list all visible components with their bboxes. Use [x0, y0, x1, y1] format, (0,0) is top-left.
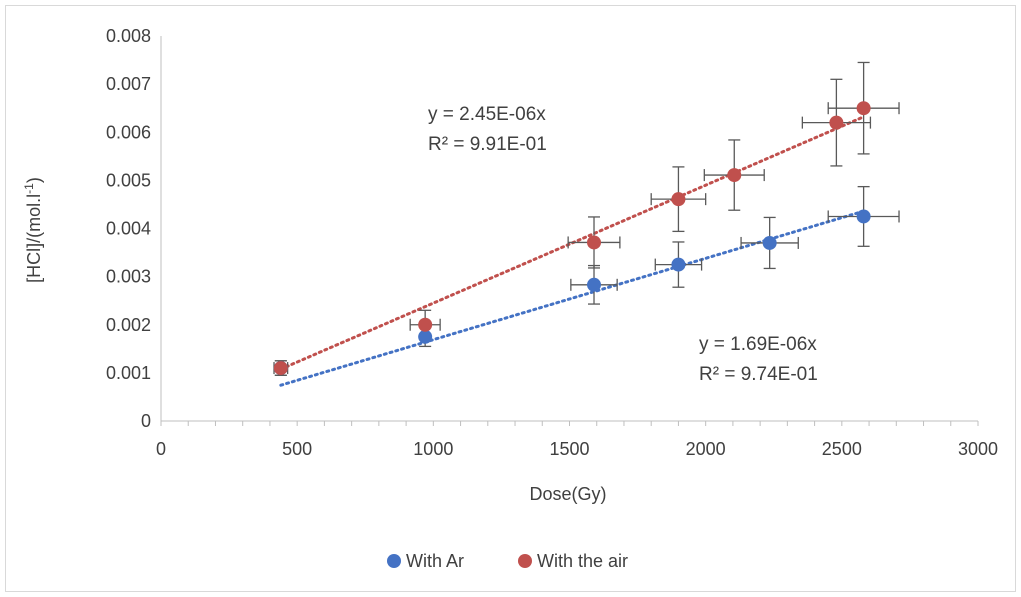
legend-marker-air — [518, 554, 532, 568]
x-tick-label: 3000 — [958, 439, 998, 459]
r-squared-air: R² = 9.91E-01 — [428, 134, 547, 155]
y-tick-label: 0.002 — [106, 315, 151, 335]
data-point-ar — [856, 209, 871, 224]
x-tick-label: 500 — [282, 439, 312, 459]
legend: With Ar With the air — [387, 551, 628, 571]
x-tick-label: 0 — [156, 439, 166, 459]
equation-ar: y = 1.69E-06x — [699, 334, 817, 355]
data-point-ar — [762, 235, 777, 250]
y-axis-title-end: ) — [24, 177, 44, 183]
equation-air: y = 2.45E-06x — [428, 104, 546, 125]
data-point-air — [727, 168, 742, 183]
data-point-ar — [587, 277, 602, 292]
y-axis-title-main: [HCl]/(mol.l — [24, 194, 44, 283]
data-point-air — [587, 235, 602, 250]
data-point-air — [418, 317, 433, 332]
x-tick-label: 2500 — [822, 439, 862, 459]
x-tick-label: 1500 — [549, 439, 589, 459]
r-squared-ar: R² = 9.74E-01 — [699, 364, 818, 385]
y-tick-label: 0.004 — [106, 219, 151, 239]
data-point-ar — [671, 257, 686, 272]
x-axis-tick-labels: 0 500 1000 1500 2000 2500 3000 — [156, 439, 998, 459]
y-tick-label: 0 — [141, 411, 151, 431]
y-tick-label: 0.006 — [106, 122, 151, 142]
y-axis-title: [HCl]/(mol.l-1) — [22, 177, 44, 283]
y-tick-label: 0.003 — [106, 267, 151, 287]
legend-label-air: With the air — [537, 551, 628, 571]
legend-marker-ar — [387, 554, 401, 568]
x-tick-label: 1000 — [413, 439, 453, 459]
x-tick-label: 2000 — [686, 439, 726, 459]
x-axis-title: Dose(Gy) — [529, 484, 606, 504]
y-tick-label: 0.001 — [106, 363, 151, 383]
data-points — [273, 101, 871, 376]
axes — [160, 36, 979, 426]
y-axis-tick-labels: 0 0.001 0.002 0.003 0.004 0.005 0.006 0.007 0.00… — [106, 26, 151, 431]
y-tick-label: 0.008 — [106, 26, 151, 46]
chart-border — [5, 5, 1016, 592]
y-axis-title-superscript: -1 — [22, 183, 36, 194]
y-tick-label: 0.005 — [106, 170, 151, 190]
legend-label-ar: With Ar — [406, 551, 464, 571]
data-point-air — [856, 101, 871, 116]
y-tick-label: 0.007 — [106, 74, 151, 94]
data-point-air — [671, 192, 686, 207]
data-point-ar — [418, 329, 433, 344]
data-point-air — [829, 115, 844, 130]
data-point-air — [273, 361, 288, 376]
